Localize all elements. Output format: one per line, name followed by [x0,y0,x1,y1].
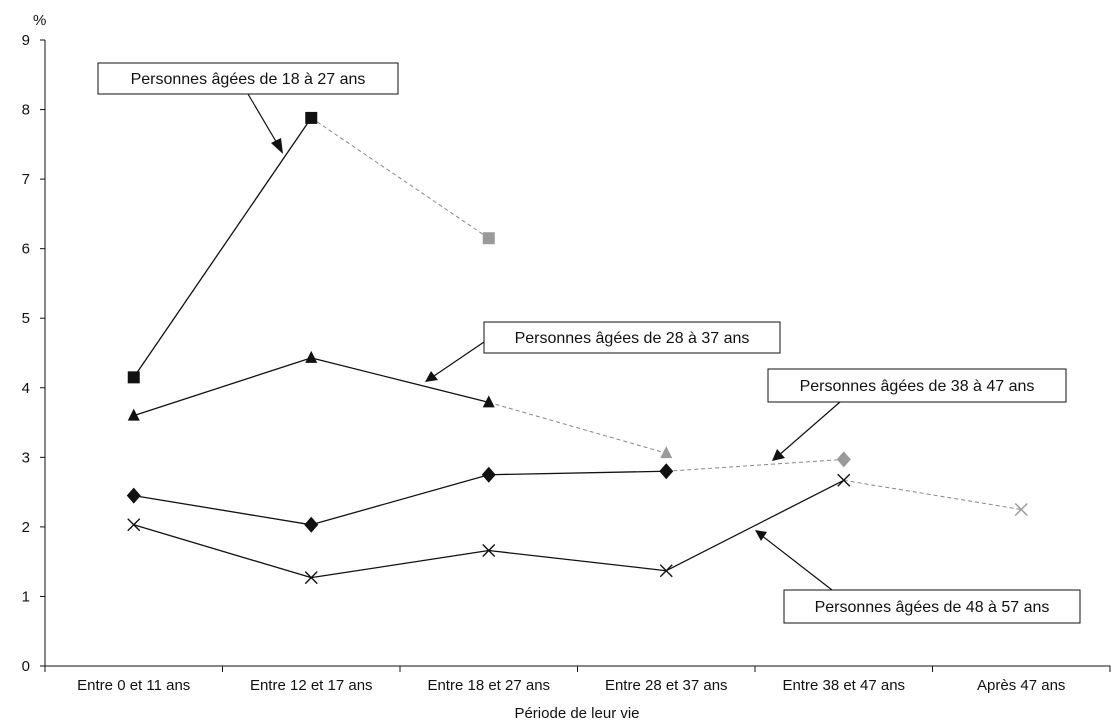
y-tick-label: 8 [22,102,30,119]
data-point [305,111,318,124]
data-point [305,350,318,363]
series-1 [127,111,495,384]
x-tick-label: Entre 28 et 37 ans [605,677,728,694]
data-point [304,571,318,585]
arrowhead-icon [755,530,767,541]
x-tick-label: Entre 12 et 17 ans [250,677,373,694]
series-group [126,111,1028,585]
projected-segment [843,479,1022,510]
callout-label: Personnes âgées de 28 à 37 ans [515,330,750,347]
arrowhead-icon [772,449,785,461]
data-point [836,451,851,468]
arrowhead-icon [271,138,283,154]
callouts: Personnes âgées de 18 à 27 ans Personnes… [97,62,1081,624]
data-point [482,395,495,408]
line-segment [665,479,845,572]
series-2 [127,350,673,459]
line-segment [133,117,312,378]
data-point [481,466,496,483]
y-tick-label: 9 [22,32,30,49]
data-point [127,371,140,384]
data-point [304,516,319,533]
callout-arrow [430,341,485,379]
callout-box [483,321,781,354]
series-4 [127,473,1028,585]
data-point [482,544,496,558]
callout-arrow [760,534,833,591]
callout-box [97,62,399,95]
callout-box [767,368,1067,403]
y-tick-label: 4 [22,380,30,397]
callout-48-57: Personnes âgées de 48 à 57 ans [755,530,1081,624]
data-point [659,463,674,480]
data-point [837,473,851,487]
series-3 [126,451,851,533]
data-point [127,408,140,421]
data-point [660,446,673,459]
line-segment [133,357,312,417]
x-tick-label: Entre 0 et 11 ans [77,677,190,694]
projected-segment [310,117,490,239]
y-tick-label: 1 [22,588,30,605]
y-tick-label: 3 [22,449,30,466]
line-segment [488,549,667,572]
callout-box [783,589,1081,624]
callout-28-37: Personnes âgées de 28 à 37 ans [425,321,781,382]
data-point [659,564,673,578]
arrowhead-icon [425,371,438,382]
y-axis-unit: % [33,12,46,29]
callout-label: Personnes âgées de 38 à 47 ans [800,378,1035,395]
y-tick-label: 2 [22,519,30,536]
line-segment [488,470,667,476]
callout-arrow [247,93,282,151]
line-segment [311,357,489,404]
ticks: 0 1 2 3 4 5 6 7 8 9 Entre 0 et 11 ans Entre 12 et 1… [22,32,1111,694]
x-tick-label: Entre 38 et 47 ans [782,677,905,694]
x-tick-label: Après 47 ans [977,677,1065,694]
projected-segment [666,458,844,472]
line-segment [311,474,489,526]
callout-18-27: Personnes âgées de 18 à 27 ans [97,62,399,154]
data-point [127,518,141,532]
data-point [126,487,141,504]
line-segment [133,524,312,579]
y-tick-label: 6 [22,241,30,258]
line-segment [311,549,489,579]
callout-label: Personnes âgées de 48 à 57 ans [815,599,1050,616]
callout-38-47: Personnes âgées de 38 à 47 ans [767,368,1067,461]
projected-segment [488,401,667,454]
callout-label: Personnes âgées de 18 à 27 ans [131,71,366,88]
x-tick-label: Entre 18 et 27 ans [427,677,550,694]
data-point [1014,503,1028,516]
callout-arrow [777,401,841,457]
y-tick-label: 7 [22,171,30,188]
y-tick-label: 5 [22,310,30,327]
y-tick-label: 0 [22,658,30,675]
data-point [482,232,495,245]
x-axis-title: Période de leur vie [514,705,639,722]
line-segment [133,494,312,526]
